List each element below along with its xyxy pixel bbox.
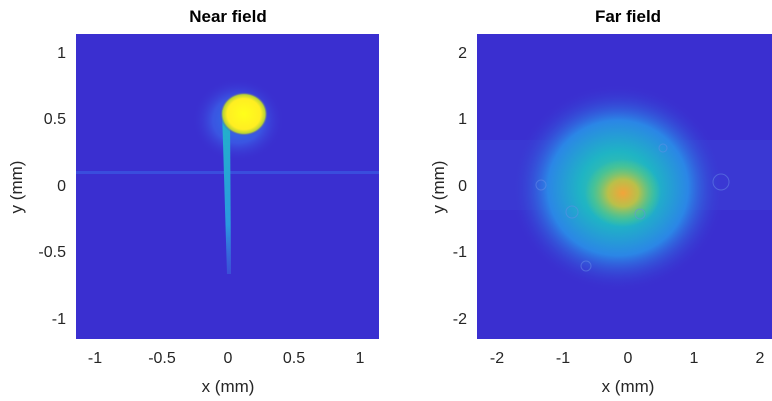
far-field-x-tick: -1	[556, 350, 570, 367]
far-field-x-tick: 1	[690, 350, 699, 367]
near-field-x-tick: 1	[356, 350, 365, 367]
near-field-title: Near field	[189, 7, 266, 26]
near-field-x-ticks: -1 -0.5 0 0.5 1	[88, 350, 365, 367]
far-field-y-tick: 0	[458, 178, 467, 195]
far-field-x-axis-label: x (mm)	[602, 377, 655, 396]
near-field-y-tick: 1	[57, 45, 66, 62]
near-field-x-tick: -0.5	[148, 350, 176, 367]
far-field-y-tick: 2	[458, 45, 467, 62]
near-field-x-tick: 0.5	[283, 350, 305, 367]
far-field-x-tick: 0	[624, 350, 633, 367]
far-field-x-ticks: -2 -1 0 1 2	[490, 350, 765, 367]
far-field-panel: Far field -2 -1 0 1 2 2 1 0 -1 -2 x (mm)	[429, 7, 772, 396]
near-field-saturated-spot	[220, 92, 268, 136]
near-field-y-ticks: 1 0.5 0 -0.5 -1	[38, 45, 66, 328]
near-field-y-tick: -0.5	[38, 244, 66, 261]
far-field-y-axis-label: y (mm)	[429, 161, 448, 214]
far-field-y-tick: 1	[458, 111, 467, 128]
far-field-title: Far field	[595, 7, 661, 26]
near-field-y-tick: -1	[52, 311, 66, 328]
near-field-x-tick: -1	[88, 350, 102, 367]
far-field-y-tick: -1	[453, 244, 467, 261]
far-field-peak	[585, 159, 661, 227]
near-field-x-axis-label: x (mm)	[202, 377, 255, 396]
far-field-x-tick: 2	[756, 350, 765, 367]
far-field-y-ticks: 2 1 0 -1 -2	[453, 45, 467, 328]
near-field-y-tick: 0.5	[44, 111, 66, 128]
near-field-y-axis-label: y (mm)	[7, 161, 26, 214]
far-field-x-tick: -2	[490, 350, 504, 367]
near-field-y-tick: 0	[57, 178, 66, 195]
near-field-streak	[222, 110, 231, 274]
far-field-y-tick: -2	[453, 311, 467, 328]
far-field-interference-rings	[535, 143, 730, 272]
near-field-x-tick: 0	[224, 350, 233, 367]
near-field-panel: Near field -1 -0.5 0 0.5 1 1 0.5 0 -0.5 …	[7, 7, 379, 396]
